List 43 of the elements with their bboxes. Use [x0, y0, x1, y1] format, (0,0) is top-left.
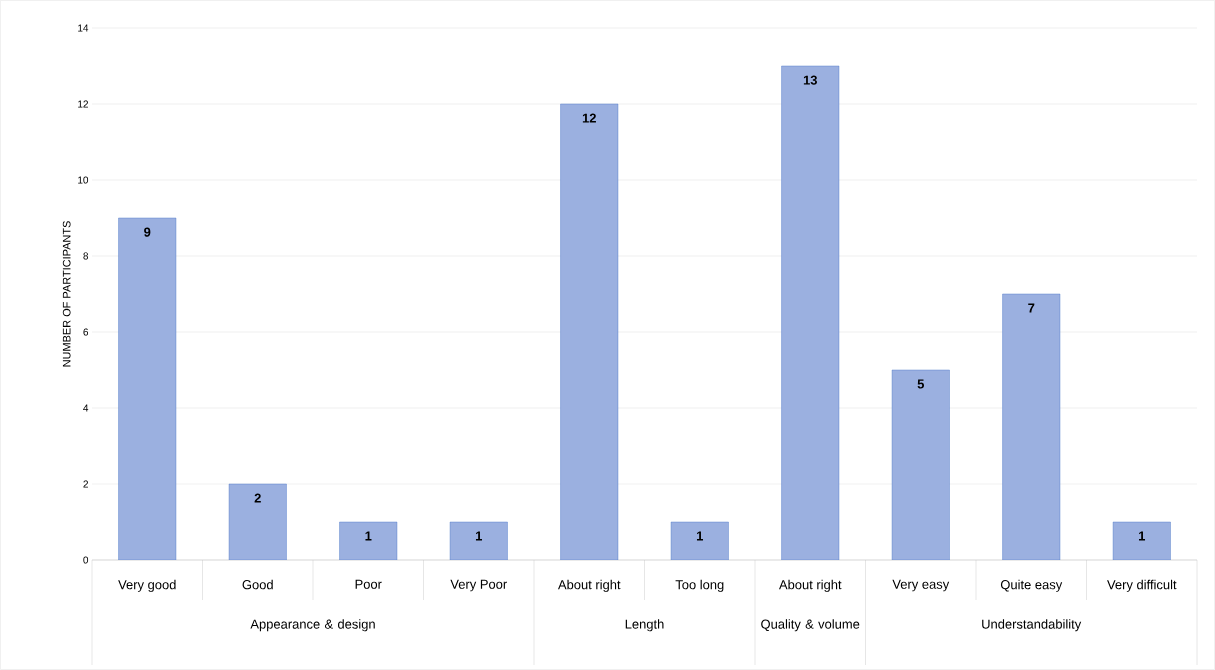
- text: Appearance & design: [250, 619, 375, 632]
- y-axis-title: NUMBER OF PARTICIPANTS: [62, 221, 71, 367]
- x-tick-label: Good: [242, 579, 273, 590]
- bar: [449, 521, 508, 560]
- text: Length: [625, 619, 664, 632]
- y-tick-label: 0: [83, 556, 89, 564]
- bar: [560, 103, 619, 560]
- bar: [891, 369, 950, 560]
- y-tick-label: 14: [78, 24, 89, 32]
- y-tick-label: 4: [83, 404, 89, 412]
- text: Understandability: [982, 619, 1082, 632]
- bar: [781, 65, 840, 560]
- y-tick-label: 12: [78, 100, 88, 108]
- x-tick-label: Very easy: [892, 579, 950, 592]
- x-tick-label: Very difficult: [1107, 579, 1177, 592]
- x-tick-label: About right: [778, 579, 842, 592]
- data-label: 2: [254, 493, 261, 503]
- bar: [228, 483, 287, 560]
- y-tick-label: 2: [83, 480, 88, 488]
- data-label: 1: [696, 531, 704, 541]
- x-tick-label: Very good: [118, 579, 176, 592]
- bar: [1112, 521, 1171, 560]
- data-label: 9: [144, 227, 151, 237]
- x-tick-label: Very Poor: [450, 579, 507, 592]
- data-label: 7: [1028, 303, 1035, 313]
- data-label: 1: [475, 531, 482, 541]
- bar: [339, 521, 398, 560]
- y-tick-label: 10: [78, 176, 89, 184]
- bar: [670, 521, 729, 560]
- data-label: 1: [365, 531, 372, 541]
- data-label: 5: [917, 379, 925, 389]
- bar: [1002, 293, 1061, 560]
- data-label: 1: [1138, 531, 1146, 541]
- text: Quality & volume: [761, 619, 860, 632]
- x-tick-label: Quite easy: [1000, 579, 1063, 592]
- data-label: 13: [803, 75, 817, 85]
- data-label: 12: [582, 113, 596, 123]
- x-tick-label: About right: [557, 579, 621, 592]
- y-tick-label: 8: [83, 252, 89, 260]
- x-tick-label: Too long: [675, 579, 724, 592]
- bar: [118, 217, 177, 560]
- y-tick-label: 6: [83, 328, 89, 336]
- x-tick-label: Poor: [355, 579, 382, 589]
